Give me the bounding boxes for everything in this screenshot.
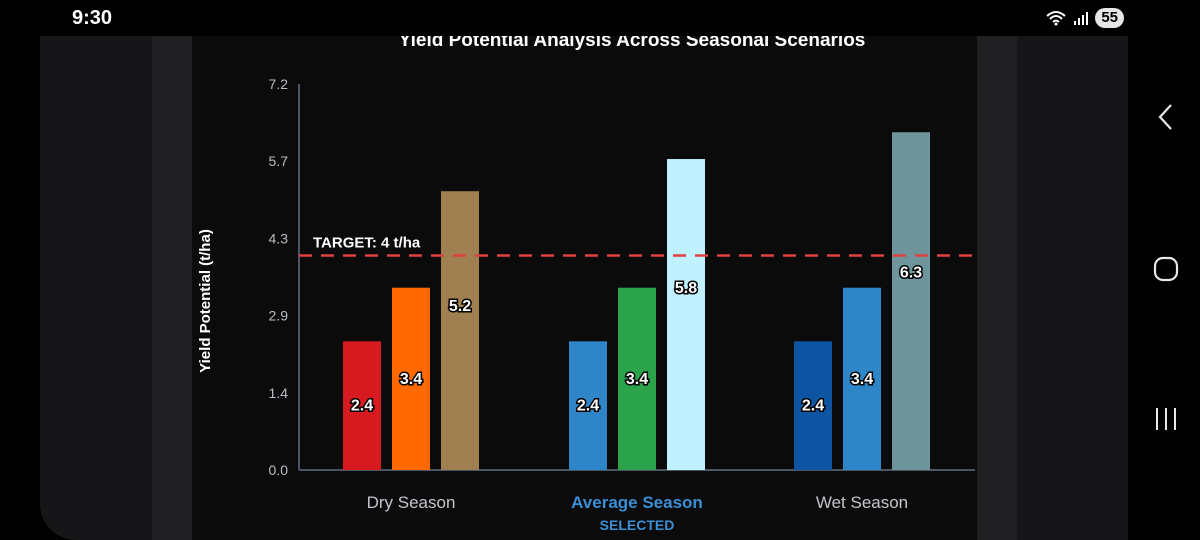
bar-value-label: 5.2: [449, 298, 471, 315]
x-tick-label[interactable]: Dry Season: [367, 493, 456, 512]
bar: [843, 287, 881, 470]
recent-apps-icon: [1156, 408, 1176, 430]
chart-container: Yield Potential Analysis Across Seasonal…: [192, 36, 977, 540]
y-tick-label: 5.7: [269, 153, 289, 169]
bar: [667, 159, 705, 471]
bar-value-label: 5.8: [675, 280, 697, 297]
side-panel-left: [152, 36, 192, 540]
y-axis-label: Yield Potential (t/ha): [197, 229, 214, 373]
y-tick-label: 2.9: [269, 308, 289, 324]
signal-icon: [1074, 12, 1089, 25]
bar-value-label: 6.3: [900, 264, 922, 281]
bar-value-label: 2.4: [351, 398, 373, 415]
bar: [343, 341, 381, 470]
bar: [392, 287, 430, 470]
bar: [569, 341, 607, 470]
wifi-icon: [1046, 11, 1066, 26]
back-icon: [1158, 104, 1172, 130]
bar-value-label: 2.4: [577, 398, 599, 415]
bar: [618, 287, 656, 470]
app-frame: Yield Potential Analysis Across Seasonal…: [40, 36, 1128, 540]
bar-value-label: 2.4: [802, 398, 824, 415]
bar-value-label: 3.4: [400, 371, 422, 388]
bar: [892, 132, 930, 470]
home-icon: [1153, 256, 1179, 282]
status-time: 9:30: [72, 6, 113, 29]
navigation-bar: [1128, 0, 1200, 540]
home-button[interactable]: [1146, 249, 1186, 289]
y-tick-label: 4.3: [269, 230, 289, 246]
x-tick-label[interactable]: Average Season: [571, 493, 703, 512]
y-tick-label: 7.2: [269, 76, 289, 92]
side-panel-right: [977, 36, 1017, 540]
battery-indicator: 55: [1095, 8, 1124, 28]
status-bar: 9:30 55: [0, 0, 1200, 36]
y-tick-label: 0.0: [269, 462, 289, 478]
chart-title: Yield Potential Analysis Across Seasonal…: [399, 36, 866, 51]
status-icons: 55: [1045, 8, 1124, 28]
selected-indicator: SELECTED: [600, 517, 675, 533]
bar-value-label: 3.4: [626, 371, 648, 388]
back-button[interactable]: [1146, 97, 1186, 137]
target-label: TARGET: 4 t/ha: [313, 235, 421, 252]
x-tick-label[interactable]: Wet Season: [816, 493, 908, 512]
recent-apps-button[interactable]: [1146, 399, 1186, 439]
bar-value-label: 3.4: [851, 371, 873, 388]
bar-chart: Yield Potential Analysis Across Seasonal…: [197, 36, 975, 533]
bar: [794, 341, 832, 470]
y-tick-label: 1.4: [269, 385, 289, 401]
bar: [441, 191, 479, 470]
